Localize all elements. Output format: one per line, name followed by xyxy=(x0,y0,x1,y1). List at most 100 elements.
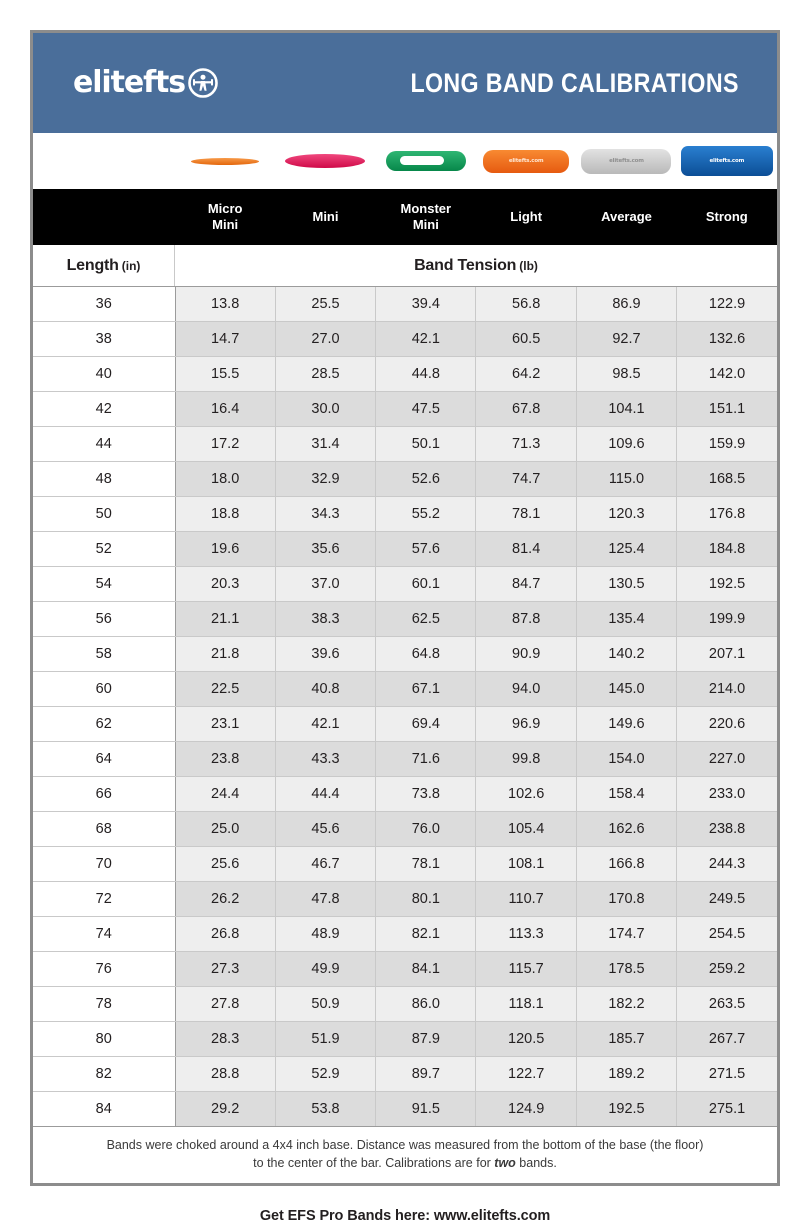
cell-length: 80 xyxy=(33,1021,176,1057)
cell-tension-average: 135.4 xyxy=(576,601,678,637)
cell-tension-light: 122.7 xyxy=(475,1056,577,1092)
cell-tension-mini: 48.9 xyxy=(275,916,377,952)
cell-length: 78 xyxy=(33,986,176,1022)
cell-tension-strong: 254.5 xyxy=(676,916,777,952)
cell-tension-monster-mini: 47.5 xyxy=(375,391,477,427)
cell-tension-mini: 38.3 xyxy=(275,601,377,637)
band-image-micro-mini xyxy=(175,133,275,189)
cell-tension-strong: 220.6 xyxy=(676,706,777,742)
cell-tension-micro-mini: 28.8 xyxy=(175,1056,276,1092)
column-header-mini: Mini xyxy=(275,189,375,245)
cell-length: 84 xyxy=(33,1091,176,1126)
cell-length: 60 xyxy=(33,671,176,707)
column-header-strong: Strong xyxy=(677,189,777,245)
cell-tension-monster-mini: 42.1 xyxy=(375,321,477,357)
cell-tension-average: 98.5 xyxy=(576,356,678,392)
header-banner: elitefts LONG BAND CALIBRATIONS xyxy=(33,33,777,133)
cell-tension-mini: 40.8 xyxy=(275,671,377,707)
cell-tension-strong: 132.6 xyxy=(676,321,777,357)
cell-tension-micro-mini: 29.2 xyxy=(175,1091,276,1126)
cell-length: 66 xyxy=(33,776,176,812)
cell-tension-monster-mini: 39.4 xyxy=(375,287,477,322)
cell-tension-light: 108.1 xyxy=(475,846,577,882)
table-row: 80 28.3 51.9 87.9 120.5 185.7 267.7 xyxy=(33,1021,777,1057)
column-header-mini-line1: Mini xyxy=(312,209,339,225)
table-row: 64 23.8 43.3 71.6 99.8 154.0 227.0 xyxy=(33,741,777,777)
cell-tension-average: 189.2 xyxy=(576,1056,678,1092)
cell-tension-monster-mini: 57.6 xyxy=(375,531,477,567)
cell-tension-monster-mini: 52.6 xyxy=(375,461,477,497)
cell-tension-light: 71.3 xyxy=(475,426,577,462)
table-row: 82 28.8 52.9 89.7 122.7 189.2 271.5 xyxy=(33,1056,777,1092)
column-header-monster-mini: Monster Mini xyxy=(376,189,476,245)
table-row: 58 21.8 39.6 64.8 90.9 140.2 207.1 xyxy=(33,636,777,672)
cell-tension-average: 182.2 xyxy=(576,986,678,1022)
cell-tension-micro-mini: 22.5 xyxy=(175,671,276,707)
cell-tension-micro-mini: 13.8 xyxy=(175,287,276,322)
cell-tension-micro-mini: 26.2 xyxy=(175,881,276,917)
cell-tension-monster-mini: 55.2 xyxy=(375,496,477,532)
column-header-micro-mini-line2: Mini xyxy=(212,217,239,232)
cell-length: 62 xyxy=(33,706,176,742)
cell-tension-average: 158.4 xyxy=(576,776,678,812)
length-header-cell: Length (in) xyxy=(33,245,175,286)
table-row: 44 17.2 31.4 50.1 71.3 109.6 159.9 xyxy=(33,426,777,462)
cell-tension-monster-mini: 60.1 xyxy=(375,566,477,602)
column-header-row: Micro Mini Mini Monster Mini Light Avera… xyxy=(33,189,777,245)
column-header-light-line1: Light xyxy=(510,209,543,225)
cell-tension-mini: 52.9 xyxy=(275,1056,377,1092)
promo-line[interactable]: Get EFS Pro Bands here: www.elitefts.com xyxy=(259,1208,551,1224)
cell-tension-mini: 37.0 xyxy=(275,566,377,602)
cell-tension-average: 185.7 xyxy=(576,1021,678,1057)
cell-tension-micro-mini: 25.0 xyxy=(175,811,276,847)
cell-tension-light: 99.8 xyxy=(475,741,577,777)
cell-tension-micro-mini: 19.6 xyxy=(175,531,276,567)
band-image-light: elitefts.com xyxy=(476,133,576,189)
cell-tension-light: 113.3 xyxy=(475,916,577,952)
table-row: 70 25.6 46.7 78.1 108.1 166.8 244.3 xyxy=(33,846,777,882)
cell-tension-micro-mini: 18.8 xyxy=(175,496,276,532)
cell-tension-micro-mini: 14.7 xyxy=(175,321,276,357)
band-image-mini xyxy=(275,133,375,189)
table-row: 42 16.4 30.0 47.5 67.8 104.1 151.1 xyxy=(33,391,777,427)
cell-tension-mini: 35.6 xyxy=(275,531,377,567)
cell-tension-micro-mini: 23.8 xyxy=(175,741,276,777)
cell-tension-monster-mini: 78.1 xyxy=(375,846,477,882)
cell-tension-light: 60.5 xyxy=(475,321,577,357)
table-row: 66 24.4 44.4 73.8 102.6 158.4 233.0 xyxy=(33,776,777,812)
cell-tension-strong: 259.2 xyxy=(676,951,777,987)
cell-tension-strong: 271.5 xyxy=(676,1056,777,1092)
cell-tension-mini: 53.8 xyxy=(275,1091,377,1126)
cell-tension-monster-mini: 69.4 xyxy=(375,706,477,742)
column-header-micro-mini-line1: Micro xyxy=(207,201,243,217)
cell-tension-mini: 51.9 xyxy=(275,1021,377,1057)
cell-tension-light: 87.8 xyxy=(475,601,577,637)
band-image-average: elitefts.com xyxy=(576,133,676,189)
cell-tension-average: 145.0 xyxy=(576,671,678,707)
elitefts-logo: elitefts xyxy=(73,68,218,98)
cell-tension-strong: 238.8 xyxy=(676,811,777,847)
cell-length: 38 xyxy=(33,321,176,357)
cell-tension-strong: 199.9 xyxy=(676,601,777,637)
footnote-line2-before: to the center of the bar. Calibrations a… xyxy=(253,1156,495,1171)
cell-tension-monster-mini: 76.0 xyxy=(375,811,477,847)
cell-tension-strong: 249.5 xyxy=(676,881,777,917)
cell-tension-micro-mini: 20.3 xyxy=(175,566,276,602)
logo-wordmark: elitefts xyxy=(73,65,186,100)
footnote-line2-after: bands. xyxy=(515,1156,557,1171)
cell-tension-mini: 43.3 xyxy=(275,741,377,777)
table-row: 60 22.5 40.8 67.1 94.0 145.0 214.0 xyxy=(33,671,777,707)
column-header-strong-line1: Strong xyxy=(705,209,748,225)
cell-tension-average: 115.0 xyxy=(576,461,678,497)
cell-tension-monster-mini: 82.1 xyxy=(375,916,477,952)
cell-tension-average: 149.6 xyxy=(576,706,678,742)
cell-tension-strong: 122.9 xyxy=(676,287,777,322)
cell-tension-strong: 184.8 xyxy=(676,531,777,567)
calibration-sheet: elitefts LONG BAND CALIBRATIONS xyxy=(30,30,780,1187)
cell-tension-light: 84.7 xyxy=(475,566,577,602)
cell-length: 48 xyxy=(33,461,176,497)
cell-tension-monster-mini: 62.5 xyxy=(375,601,477,637)
band-strip-spacer xyxy=(33,133,175,189)
cell-tension-mini: 44.4 xyxy=(275,776,377,812)
cell-tension-strong: 267.7 xyxy=(676,1021,777,1057)
